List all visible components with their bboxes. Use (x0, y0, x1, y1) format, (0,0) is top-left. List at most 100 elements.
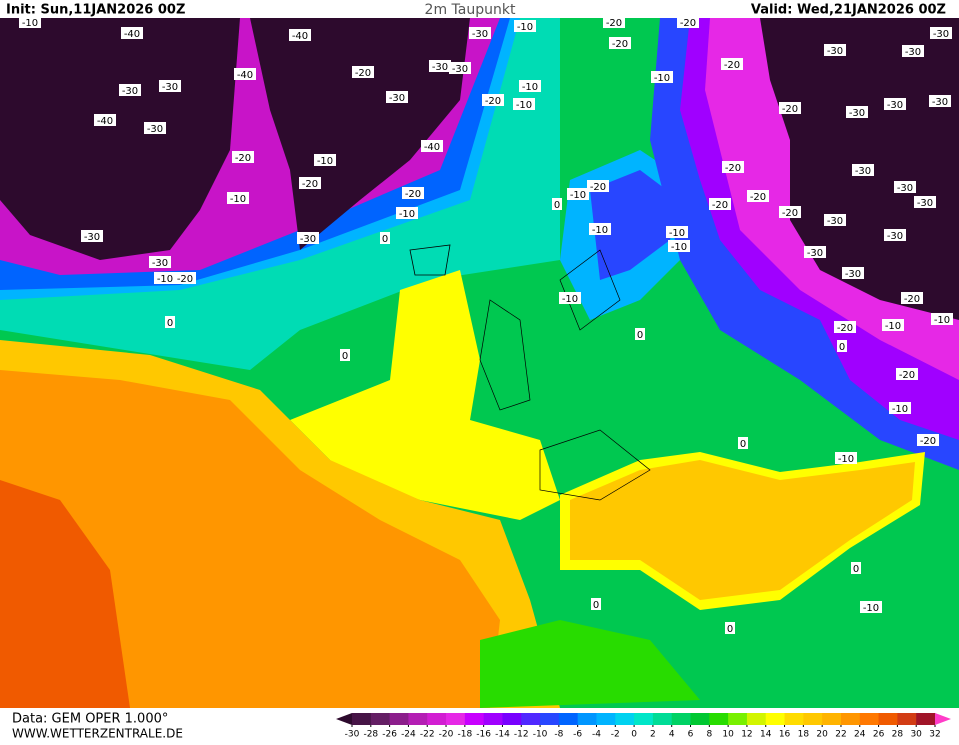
label-box (352, 66, 374, 78)
legend-tick-label: -22 (420, 730, 435, 740)
label-box (668, 240, 690, 252)
label-box (884, 98, 906, 110)
label-box (824, 44, 846, 56)
legend-swatch (784, 713, 804, 725)
init-time: Init: Sun,11JAN2026 00Z (6, 3, 185, 18)
label-box (896, 368, 918, 380)
legend-swatch (671, 713, 692, 725)
label-box (19, 16, 41, 28)
contour-label: -20 (680, 18, 696, 29)
label-box (314, 154, 336, 166)
contour-label: 0 (342, 351, 348, 362)
contour-label: -10 (669, 228, 685, 239)
contour-label: -10 (399, 209, 415, 220)
legend-tick-label: 22 (835, 730, 846, 740)
contour-label: 0 (853, 564, 859, 575)
label-box (860, 601, 882, 613)
label-box (914, 196, 936, 208)
label-box (591, 598, 601, 610)
contour-label: -20 (606, 18, 622, 29)
contour-label: -20 (904, 294, 920, 305)
contour-label: -20 (725, 163, 741, 174)
label-box (931, 313, 953, 325)
legend-swatch (634, 713, 654, 725)
valid-time: Valid: Wed,21JAN2026 00Z (751, 3, 946, 18)
contour-label: -10 (522, 82, 538, 93)
contour-label: -10 (516, 100, 532, 111)
contour-label: -20 (750, 192, 766, 203)
contour-labels: -10-40 -40-30-40-30-40-30-20-10-30-30-10-… (19, 16, 953, 635)
contour-label: -10 (570, 190, 586, 201)
label-box (929, 95, 951, 107)
legend-swatch (427, 713, 447, 725)
legend-swatch (540, 713, 560, 725)
contour-label: -30 (472, 29, 488, 40)
label-box (421, 140, 443, 152)
contour-label: 0 (382, 234, 388, 245)
label-box (835, 452, 857, 464)
contour-label: -30 (849, 108, 865, 119)
legend-tick-label: 14 (760, 730, 772, 740)
contour-label: 0 (727, 624, 733, 635)
contour-label: -30 (122, 86, 138, 97)
contour-label: -30 (887, 231, 903, 242)
label-box (149, 256, 171, 268)
label-box (846, 106, 868, 118)
label-box (930, 27, 952, 39)
label-box (340, 349, 350, 361)
legend-swatch (464, 713, 485, 725)
contour-label: -30 (917, 198, 933, 209)
label-box (834, 321, 856, 333)
legend-tick-label: -30 (345, 730, 360, 740)
label-box (635, 328, 645, 340)
legend-tick-label: -10 (533, 730, 548, 740)
contour-label: -10 (317, 156, 333, 167)
contour-label: -30 (152, 258, 168, 269)
label-box (917, 434, 939, 446)
legend-tick-label: -2 (611, 730, 620, 740)
contour-label: -40 (424, 142, 440, 153)
label-box (882, 319, 904, 331)
label-box (651, 71, 673, 83)
legend-tick-label: 0 (631, 730, 637, 740)
label-box (722, 161, 744, 173)
legend-tick-label: -14 (495, 730, 510, 740)
contour-label: -20 (782, 208, 798, 219)
legend-swatch (577, 713, 597, 725)
contour-label: -40 (292, 31, 308, 42)
contour-label: -10 (562, 294, 578, 305)
contour-label: -30 (452, 64, 468, 75)
contour-label: -30 (389, 93, 405, 104)
legend-tick-label: -24 (401, 730, 416, 740)
label-box (159, 80, 181, 92)
legend-tick-label: 26 (873, 730, 885, 740)
contour-label: 0 (740, 439, 746, 450)
contour-label: -10 (892, 404, 908, 415)
contour-label: -30 (845, 269, 861, 280)
contour-label: -20 (485, 96, 501, 107)
label-box (779, 206, 801, 218)
label-box (227, 192, 249, 204)
legend-tick-label: 20 (816, 730, 828, 740)
contour-label: -30 (932, 97, 948, 108)
contour-label: -10 (654, 73, 670, 84)
label-box (804, 246, 826, 258)
legend-tick-label: 2 (650, 730, 656, 740)
label-box (429, 60, 451, 72)
legend-swatch (728, 713, 748, 725)
legend-swatch (558, 713, 579, 725)
label-box (514, 20, 536, 32)
contour-label: -30 (827, 216, 843, 227)
contour-label: -30 (855, 166, 871, 177)
label-box (738, 437, 748, 449)
contour-label: 0 (554, 200, 560, 211)
legend-tick-label: 24 (854, 730, 866, 740)
label-box (482, 94, 504, 106)
contour-label: -20 (920, 436, 936, 447)
legend-tick-label: 10 (722, 730, 734, 740)
contour-label: -30 (147, 124, 163, 135)
label-box (81, 230, 103, 242)
label-box (519, 80, 541, 92)
